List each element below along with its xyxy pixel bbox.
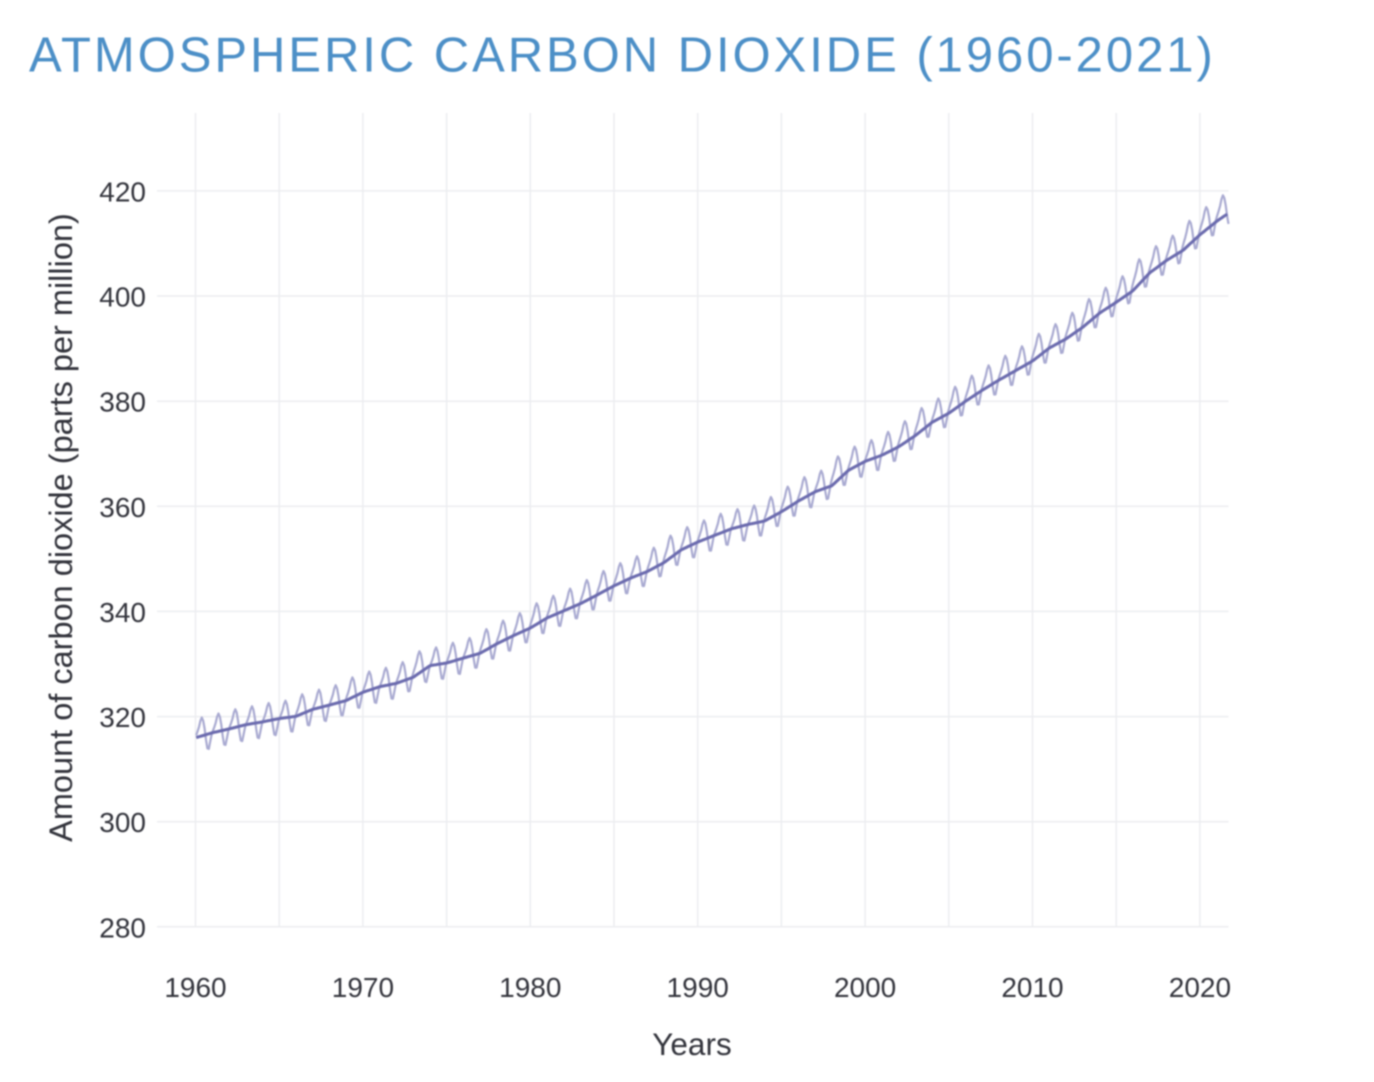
svg-text:1990: 1990 — [667, 972, 729, 1003]
svg-text:Amount of carbon dioxide (part: Amount of carbon dioxide (parts per mill… — [43, 213, 79, 842]
svg-text:Years: Years — [652, 1026, 731, 1062]
svg-text:380: 380 — [99, 387, 146, 418]
svg-text:2000: 2000 — [834, 972, 896, 1003]
svg-text:360: 360 — [99, 492, 146, 523]
svg-text:1960: 1960 — [164, 972, 226, 1003]
svg-text:400: 400 — [99, 282, 146, 313]
svg-text:1970: 1970 — [332, 972, 394, 1003]
svg-text:320: 320 — [99, 702, 146, 733]
svg-text:420: 420 — [99, 176, 146, 207]
svg-text:280: 280 — [99, 912, 146, 943]
svg-text:340: 340 — [99, 597, 146, 628]
svg-text:300: 300 — [99, 807, 146, 838]
svg-text:ATMOSPHERIC CARBON DIOXIDE (19: ATMOSPHERIC CARBON DIOXIDE (1960-2021) — [29, 29, 1216, 83]
svg-text:2020: 2020 — [1169, 972, 1231, 1003]
svg-text:1980: 1980 — [499, 972, 561, 1003]
svg-text:2010: 2010 — [1001, 972, 1063, 1003]
